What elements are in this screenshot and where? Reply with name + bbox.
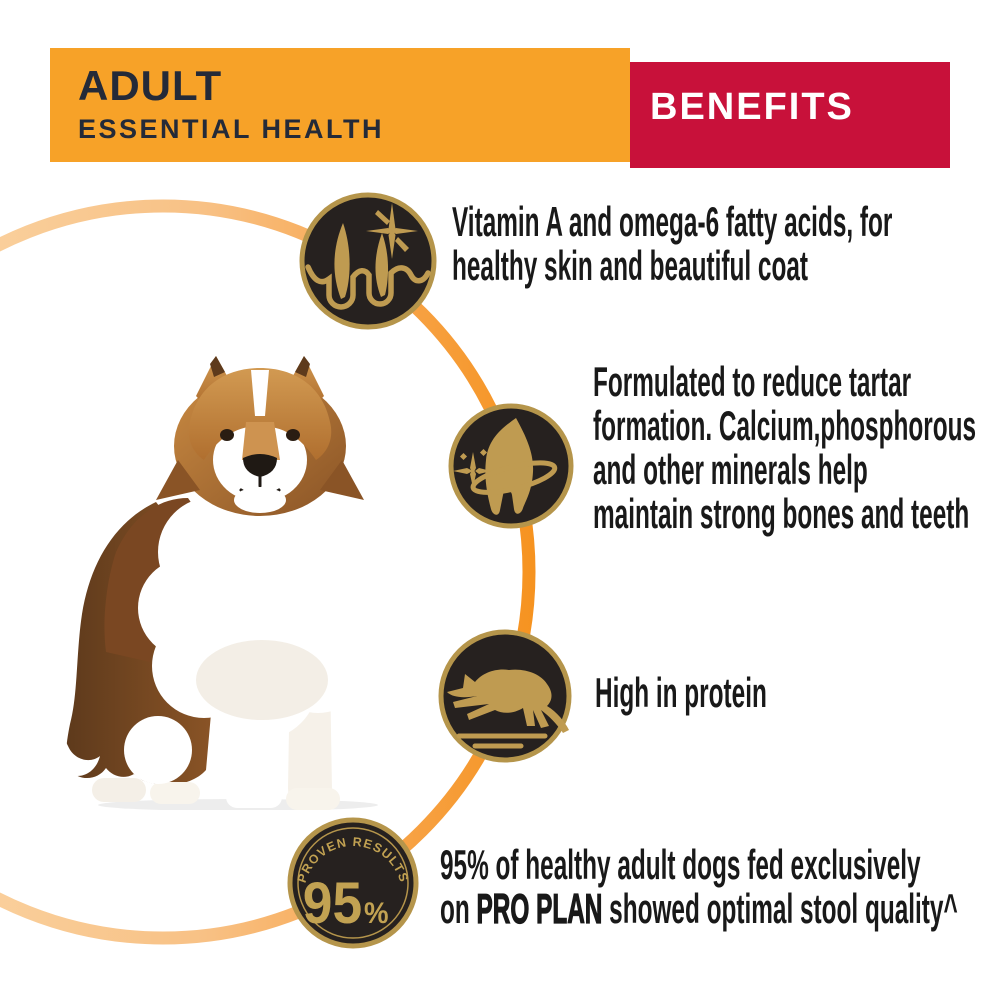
proven-results-text: 95% of healthy adult dogs fed exclusivel… <box>440 841 958 932</box>
benefit-line: maintain strong bones and teeth <box>593 490 970 537</box>
sheltie-dog-photo <box>57 356 382 810</box>
benefit-text-skin-coat: Vitamin A and omega-6 fatty acids, for h… <box>452 200 892 288</box>
benefit-line: High in protein <box>595 669 767 716</box>
benefit-text-teeth-bones: Formulated to reduce tartar formation. C… <box>593 360 976 536</box>
benefits-heading: BENEFITS <box>650 86 854 128</box>
benefit-line: and other minerals help <box>593 446 868 493</box>
line2-suffix: showed optimal stool quality^ <box>602 885 958 932</box>
product-title: ADULT <box>78 62 223 109</box>
proven-results-badge: PROVEN RESULTS 95% <box>287 817 419 949</box>
benefit-text-protein: High in protein <box>595 671 767 715</box>
running-dog-icon <box>438 629 572 763</box>
benefit-line: healthy skin and beautiful coat <box>452 242 808 289</box>
badge-percentage: 95% <box>303 871 389 936</box>
benefits-band: BENEFITS <box>630 62 950 168</box>
proven-results-line1: 95% of healthy adult dogs fed exclusivel… <box>440 841 921 888</box>
tooth-icon <box>448 403 574 529</box>
product-subtitle: ESSENTIAL HEALTH <box>78 114 385 144</box>
benefit-line: Vitamin A and omega-6 fatty acids, for <box>452 198 893 245</box>
header-title-band: ADULT ESSENTIAL HEALTH <box>50 48 630 162</box>
benefit-line: formation. Calcium,phosphorous <box>593 402 977 449</box>
proven-results-line2: on PRO PLAN showed optimal stool quality… <box>440 885 958 932</box>
skin-coat-icon <box>299 192 437 330</box>
line2-prefix: on <box>440 885 477 932</box>
benefit-line: Formulated to reduce tartar <box>593 358 912 405</box>
pro-plan-brand: PRO PLAN <box>476 885 603 932</box>
